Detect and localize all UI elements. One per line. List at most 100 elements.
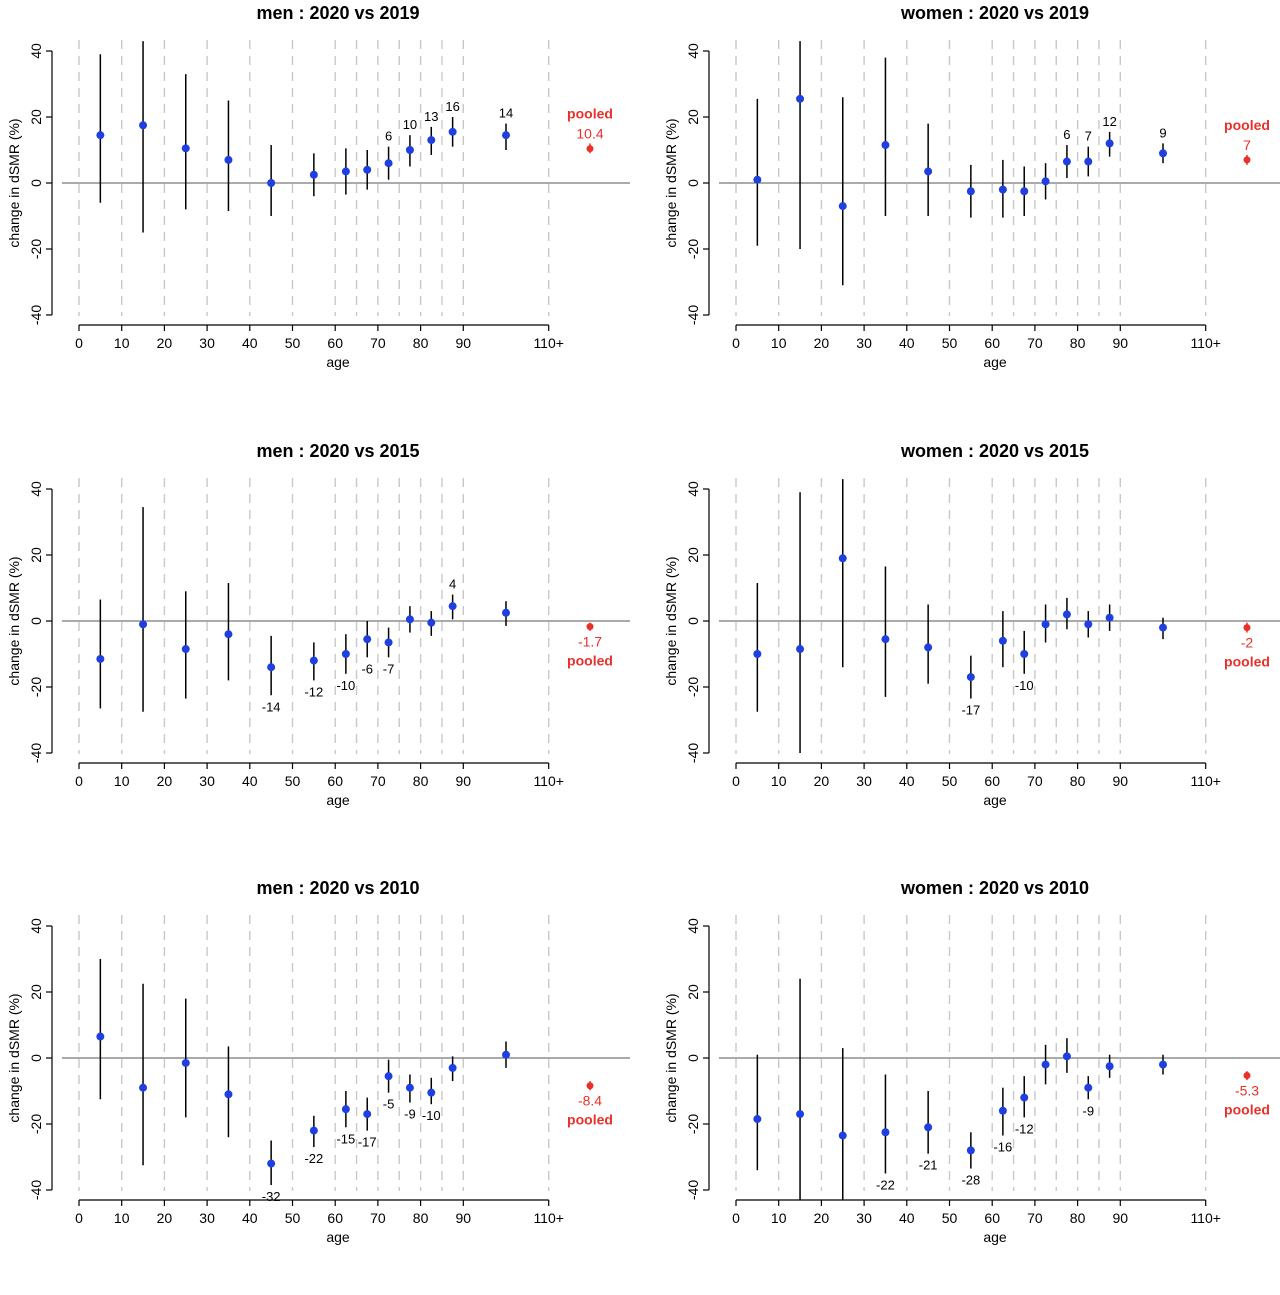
panel-women-2020-vs-2015: women : 2020 vs 2015 -40 -20 0 20 40 change in… xyxy=(657,438,1280,858)
x-tick-label: 50 xyxy=(942,335,958,351)
data-label: -22 xyxy=(304,1151,323,1166)
x-tick-label: 20 xyxy=(157,1210,173,1226)
x-tick-label: 0 xyxy=(75,773,83,789)
data-point xyxy=(753,650,762,658)
data-label: -14 xyxy=(262,699,281,714)
data-point xyxy=(1041,1060,1050,1069)
x-tick-label: 50 xyxy=(942,773,958,789)
y-tick-label: 20 xyxy=(28,109,44,125)
data-point xyxy=(267,1159,276,1168)
data-point xyxy=(363,1110,372,1119)
data-point xyxy=(139,620,148,629)
x-tick-label: 80 xyxy=(1070,1210,1086,1226)
data-label: -15 xyxy=(336,1131,355,1146)
y-tick-label: 0 xyxy=(28,1054,44,1062)
x-tick-label: 40 xyxy=(242,773,258,789)
data-point xyxy=(881,141,890,150)
panel-women-2020-vs-2019: women : 2020 vs 2019 -40 -20 0 20 40 change in… xyxy=(657,0,1280,420)
x-axis-label: age xyxy=(983,792,1007,808)
data-point xyxy=(363,635,372,644)
data-label: -12 xyxy=(1015,1121,1034,1136)
pooled-value: 7 xyxy=(1243,137,1251,153)
x-axis-label: age xyxy=(983,1229,1007,1245)
y-tick-label: -20 xyxy=(685,239,701,259)
y-tick-label: 40 xyxy=(28,918,44,934)
x-axis-label: age xyxy=(983,354,1007,370)
x-tick-label: 80 xyxy=(413,335,429,351)
pooled-value: -5.3 xyxy=(1235,1082,1259,1098)
data-point xyxy=(427,1088,436,1097)
data-point xyxy=(267,179,276,187)
y-tick-label: 20 xyxy=(28,984,44,1000)
data-point xyxy=(341,1105,350,1114)
x-tick-label: 10 xyxy=(771,1210,787,1226)
chart-title: women : 2020 vs 2010 xyxy=(900,878,1089,898)
pooled-value: -1.7 xyxy=(578,634,602,650)
data-point xyxy=(309,170,318,179)
pooled-point xyxy=(1243,156,1251,164)
data-point xyxy=(1105,1062,1114,1071)
data-label: 4 xyxy=(449,577,456,592)
data-point xyxy=(753,1115,762,1124)
data-label: -10 xyxy=(422,1108,441,1123)
data-label: 9 xyxy=(1159,125,1166,140)
y-tick-label: 40 xyxy=(685,481,701,497)
data-point xyxy=(1084,157,1093,166)
x-tick-label: 110+ xyxy=(533,1210,564,1226)
x-tick-label: 30 xyxy=(199,773,215,789)
chart-title: men : 2020 vs 2010 xyxy=(256,878,419,898)
pooled-label: pooled xyxy=(1224,654,1270,670)
data-point xyxy=(1020,650,1029,658)
x-tick-label: 60 xyxy=(984,1210,1000,1226)
x-tick-label: 70 xyxy=(1027,773,1043,789)
pooled-point xyxy=(1243,1071,1251,1079)
x-tick-label: 110+ xyxy=(1190,335,1221,351)
x-tick-label: 30 xyxy=(856,1210,872,1226)
data-point xyxy=(427,618,436,627)
y-axis-label: change in dSMR (%) xyxy=(663,993,679,1122)
y-tick-label: -40 xyxy=(685,1180,701,1200)
x-tick-label: 80 xyxy=(1070,335,1086,351)
data-point xyxy=(267,663,276,672)
x-tick-label: 90 xyxy=(456,335,472,351)
y-tick-label: -40 xyxy=(28,305,44,325)
data-point xyxy=(363,165,372,174)
x-tick-label: 40 xyxy=(899,773,915,789)
data-label: -6 xyxy=(361,661,373,676)
data-label: 6 xyxy=(1063,127,1070,142)
data-point xyxy=(966,187,975,196)
x-tick-label: 110+ xyxy=(1190,1210,1221,1226)
data-point xyxy=(502,131,510,140)
x-tick-label: 10 xyxy=(771,773,787,789)
x-tick-label: 20 xyxy=(814,1210,830,1226)
data-point xyxy=(1159,1060,1167,1069)
data-point xyxy=(1084,620,1093,629)
data-point xyxy=(1041,620,1050,629)
x-tick-label: 110+ xyxy=(1190,773,1221,789)
x-tick-label: 70 xyxy=(370,335,386,351)
data-point xyxy=(1105,613,1114,622)
data-point xyxy=(384,159,393,168)
x-tick-label: 80 xyxy=(413,773,429,789)
data-label: -5 xyxy=(383,1097,395,1112)
pooled-point xyxy=(586,623,594,631)
pooled-value: 10.4 xyxy=(576,126,603,142)
x-tick-label: 80 xyxy=(413,1210,429,1226)
pooled-point xyxy=(586,1082,594,1090)
data-point xyxy=(384,1072,393,1081)
data-point xyxy=(427,136,436,145)
y-tick-label: -40 xyxy=(685,743,701,763)
data-point xyxy=(998,636,1007,645)
pooled-value: -2 xyxy=(1241,635,1254,651)
y-axis-label: change in dSMR (%) xyxy=(6,118,22,247)
data-point xyxy=(838,554,847,563)
data-label: 14 xyxy=(499,106,513,121)
panel-men-2020-vs-2019: men : 2020 vs 2019 -40 -20 0 20 40 change in d… xyxy=(0,0,640,420)
x-tick-label: 40 xyxy=(899,1210,915,1226)
data-label: -22 xyxy=(876,1178,895,1193)
data-point xyxy=(96,1032,105,1041)
x-tick-label: 50 xyxy=(285,773,301,789)
y-tick-label: 0 xyxy=(685,617,701,625)
x-tick-label: 40 xyxy=(242,335,258,351)
data-point xyxy=(1062,1052,1071,1061)
